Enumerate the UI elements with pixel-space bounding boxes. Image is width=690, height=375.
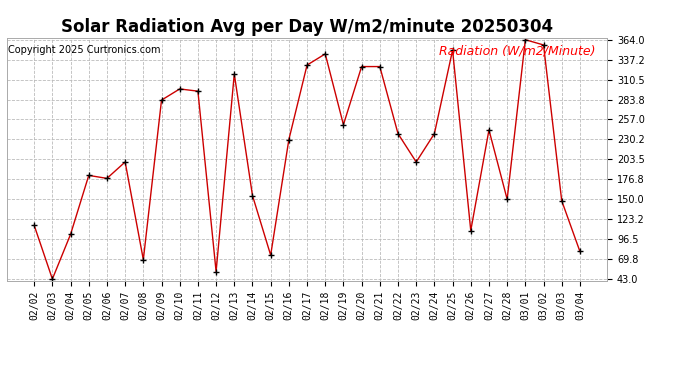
Text: Copyright 2025 Curtronics.com: Copyright 2025 Curtronics.com bbox=[8, 45, 160, 55]
Text: Radiation (W/m2/Minute): Radiation (W/m2/Minute) bbox=[439, 45, 595, 58]
Title: Solar Radiation Avg per Day W/m2/minute 20250304: Solar Radiation Avg per Day W/m2/minute … bbox=[61, 18, 553, 36]
